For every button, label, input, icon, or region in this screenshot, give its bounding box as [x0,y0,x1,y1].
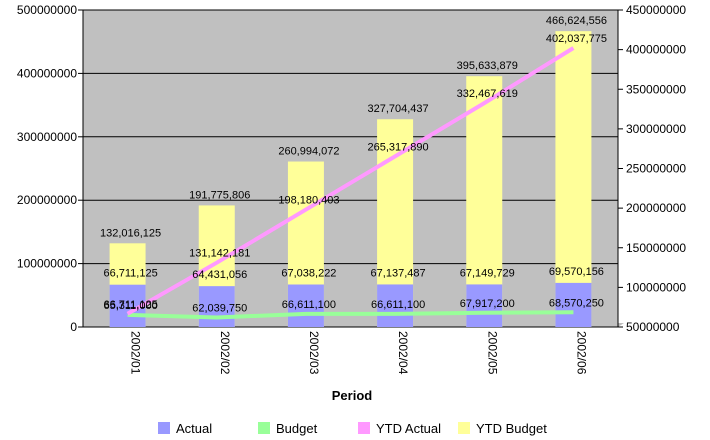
left-tick-label: 500000000 [17,3,77,17]
legend-label: Actual [176,421,212,436]
label-ytd-actual: 332,467,619 [457,88,518,100]
right-tick-label: 150000000 [626,241,686,255]
bar-ytd-budget [555,31,592,327]
label-actual: 69,570,156 [549,266,604,278]
x-tick-label: 2002/01 [129,331,143,375]
label-budget: 66,611,100 [371,299,425,311]
label-budget: 65,311,000 [103,300,157,312]
label-actual: 67,149,729 [460,267,515,279]
bar-actual [377,284,414,327]
right-tick-label: 100000000 [626,280,686,294]
label-ytd-actual: 66,711,125 [103,299,157,311]
axes: 0 100000000 200000000 300000000 400000000 500… [17,3,686,375]
label-ytd-budget: 466,624,556 [546,15,607,27]
label-budget: 68,570,250 [549,297,604,309]
label-ytd-actual: 265,317,890 [367,141,428,153]
left-tick-label: 100000000 [17,257,77,271]
data-labels: 132,016,125 191,775,806 260,994,072 327,704… [100,15,607,314]
left-tick-label: 200000000 [17,193,77,207]
bar-actual [466,284,503,327]
bar-actual [287,284,324,327]
legend-label: Budget [276,421,318,436]
legend-swatch [358,422,370,434]
label-ytd-budget: 260,994,072 [278,146,339,158]
left-tick-label: 300000000 [17,130,77,144]
label-ytd-budget: 327,704,437 [367,103,428,115]
label-actual: 67,038,222 [281,267,336,279]
legend-swatch [158,422,170,434]
left-tick-label: 400000000 [17,66,77,80]
bar-actual [555,282,592,327]
label-ytd-budget: 395,633,879 [457,60,518,72]
right-tick-label: 50000000 [626,320,680,334]
label-ytd-actual: 402,037,775 [546,33,607,45]
bars [109,31,592,328]
right-tick-label: 200000000 [626,201,686,215]
legend: Actual Budget YTD Actual YTD Budget [158,421,547,436]
x-tick-label: 2002/03 [307,331,321,375]
x-tick-label: 2002/05 [485,331,499,375]
label-ytd-actual: 131,142,181 [189,248,250,260]
right-tick-label: 250000000 [626,162,686,176]
label-actual: 67,137,487 [371,267,426,279]
x-tick-label: 2002/02 [218,331,232,375]
plot-area [82,9,624,328]
label-actual: 64,431,056 [192,269,247,281]
label-budget: 62,039,750 [192,302,247,314]
right-tick-label: 300000000 [626,122,686,136]
x-axis-title: Period [332,388,373,403]
label-budget: 66,611,100 [282,299,336,311]
legend-label: YTD Budget [476,421,547,436]
label-budget: 67,917,200 [460,298,515,310]
x-tick-label: 2002/04 [396,331,410,375]
label-actual: 66,711,125 [103,268,157,280]
legend-swatch [458,422,470,434]
line-budget [127,310,574,320]
label-ytd-actual: 198,180,403 [278,195,339,207]
label-ytd-budget: 132,016,125 [100,227,161,239]
right-tick-label: 450000000 [626,3,686,17]
bar-actual [198,286,235,327]
lines [126,46,575,320]
plot-background [82,9,619,328]
line-ytd-actual [126,46,575,316]
x-tick-label: 2002/06 [574,331,588,375]
legend-swatch [258,422,270,434]
right-tick-label: 400000000 [626,43,686,57]
left-tick-label: 0 [70,320,77,334]
right-tick-label: 350000000 [626,82,686,96]
legend-label: YTD Actual [376,421,441,436]
label-ytd-budget: 191,775,806 [189,189,250,201]
